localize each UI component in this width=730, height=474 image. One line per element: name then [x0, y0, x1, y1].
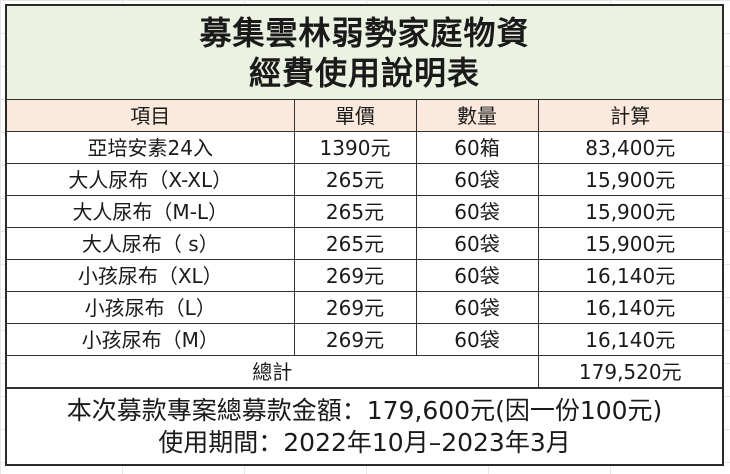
cell-item: 小孩尿布（M）: [7, 323, 295, 356]
cell-qty: 60袋: [415, 291, 539, 324]
cell-price: 269元: [293, 259, 417, 292]
cell-qty: 60袋: [415, 163, 539, 196]
header-price: 單價: [293, 100, 417, 132]
cell-price: 269元: [293, 291, 417, 324]
cell-qty: 60袋: [415, 195, 539, 228]
cell-calc: 15,900元: [537, 163, 722, 196]
header-calc: 計算: [537, 100, 722, 132]
header-row: 項目 單價 數量 計算: [7, 100, 722, 132]
cell-qty: 60袋: [415, 259, 539, 292]
cell-price: 265元: [293, 227, 417, 260]
table-row: 大人尿布（X-XL） 265元 60袋 15,900元: [7, 163, 722, 196]
table-row: 小孩尿布（L） 269元 60袋 16,140元: [7, 291, 722, 324]
cell-calc: 16,140元: [537, 291, 722, 324]
table-row: 小孩尿布（XL） 269元 60袋 16,140元: [7, 259, 722, 292]
title-line-2: 經費使用說明表: [248, 53, 480, 92]
total-row: 總計 179,520元: [7, 355, 722, 388]
cell-qty: 60袋: [415, 323, 539, 356]
cell-calc: 16,140元: [537, 323, 722, 356]
cell-item: 大人尿布（M-L）: [7, 195, 295, 228]
cell-item: 大人尿布（ s）: [7, 227, 295, 260]
table-row: 大人尿布（M-L） 265元 60袋 15,900元: [7, 195, 722, 228]
table-row: 大人尿布（ s） 265元 60袋 15,900元: [7, 227, 722, 260]
table-row: 亞培安素24入 1390元 60箱 83,400元: [7, 131, 722, 164]
expense-table: 項目 單價 數量 計算 亞培安素24入 1390元 60箱 83,400元 大人…: [7, 100, 722, 388]
cell-item: 小孩尿布（L）: [7, 291, 295, 324]
title-block: 募集雲林弱勢家庭物資 經費使用說明表: [7, 6, 722, 100]
cell-price: 1390元: [293, 131, 417, 164]
cell-calc: 16,140元: [537, 259, 722, 292]
cell-qty: 60袋: [415, 227, 539, 260]
total-label: 總計: [7, 355, 539, 388]
usage-period-note: 使用期間：2022年10月–2023年3月: [158, 427, 571, 457]
total-value: 179,520元: [537, 355, 722, 388]
title-line-1: 募集雲林弱勢家庭物資: [199, 13, 530, 52]
table-row: 小孩尿布（M） 269元 60袋 16,140元: [7, 323, 722, 356]
cell-calc: 83,400元: [537, 131, 722, 164]
cell-item: 大人尿布（X-XL）: [7, 163, 295, 196]
cell-item: 小孩尿布（XL）: [7, 259, 295, 292]
cell-price: 265元: [293, 195, 417, 228]
cell-price: 269元: [293, 323, 417, 356]
footer-block: 本次募款專案總募款金額：179,600元(因一份100元) 使用期間：2022年…: [7, 388, 722, 464]
header-item: 項目: [7, 100, 295, 132]
fundraising-total-note: 本次募款專案總募款金額：179,600元(因一份100元): [66, 395, 663, 425]
cell-calc: 15,900元: [537, 227, 722, 260]
cell-qty: 60箱: [415, 131, 539, 164]
cell-item: 亞培安素24入: [7, 131, 295, 164]
expense-sheet: 募集雲林弱勢家庭物資 經費使用說明表 項目 單價 數量 計算 亞培安素24入 1…: [5, 4, 724, 466]
cell-calc: 15,900元: [537, 195, 722, 228]
header-qty: 數量: [415, 100, 539, 132]
cell-price: 265元: [293, 163, 417, 196]
